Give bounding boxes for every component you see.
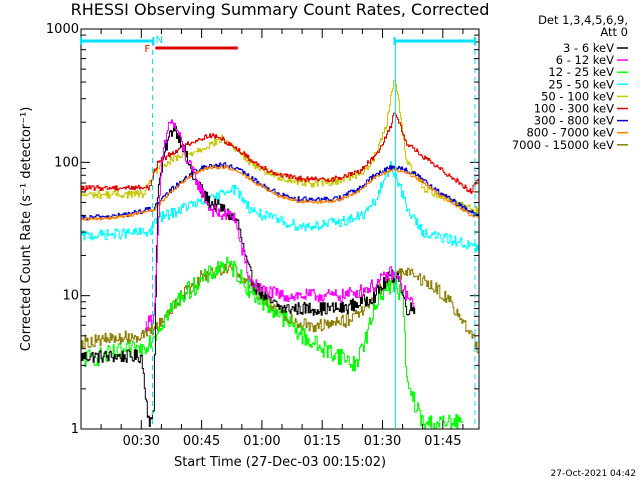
x-tick-label: 01:00 [243, 434, 280, 449]
y-tick-label: 10 [62, 289, 79, 304]
x-axis-label: Start Time (27-Dec-03 00:15:02) [174, 455, 386, 470]
legend-header: Det 1,3,4,5,6,9, [538, 13, 628, 27]
legend-label: 7000 - 15000 keV [512, 138, 614, 152]
y-axis-label: Corrected Count Rate (s⁻¹ detector⁻¹) [19, 107, 34, 352]
y-tick-label: 1 [71, 422, 79, 437]
plot-frame [80, 28, 480, 430]
legend-label: 100 - 300 keV [534, 102, 614, 116]
series-line-12-25-kev [81, 256, 464, 430]
flag-marker-f: F [144, 44, 150, 55]
y-tick-label: 100 [54, 155, 79, 170]
x-tick-label: 00:45 [183, 434, 220, 449]
series-line-800-7000-kev [81, 165, 480, 221]
axis-ticks: 1 10 100 1000 00:30 00:45 01:00 01:15 01:30 01:45 [46, 22, 479, 449]
legend-label: 6 - 12 keV [556, 53, 614, 67]
flag-marker-n: N [156, 35, 163, 46]
x-tick-label: 01:45 [424, 434, 461, 449]
series-line-50-100-kev [81, 79, 480, 215]
plot-border [80, 28, 480, 430]
legend-header: Att 0 [600, 25, 628, 39]
series-line-3-6-kev [81, 123, 416, 427]
legend-label: 3 - 6 keV [563, 41, 614, 55]
series-line-100-300-kev [81, 112, 480, 194]
series-line-25-50-kev [81, 161, 480, 252]
annotation-layer: FN [80, 35, 476, 429]
legend-label: 300 - 800 keV [534, 114, 614, 128]
legend-label: 50 - 100 keV [541, 89, 614, 103]
data-layer [81, 79, 480, 430]
legend-label: 25 - 50 keV [548, 77, 614, 91]
series-line-6-12-kev [145, 119, 416, 332]
chart-title: RHESSI Observing Summary Count Rates, Co… [71, 0, 490, 19]
timestamp: 27-Oct-2021 04:42 [551, 469, 636, 479]
x-tick-label: 01:15 [303, 434, 340, 449]
x-tick-label: 00:30 [123, 434, 160, 449]
x-tick-label: 01:30 [364, 434, 401, 449]
legend-label: 12 - 25 keV [548, 65, 614, 79]
legend-label: 800 - 7000 keV [526, 126, 614, 140]
y-tick-label: 1000 [46, 22, 79, 37]
